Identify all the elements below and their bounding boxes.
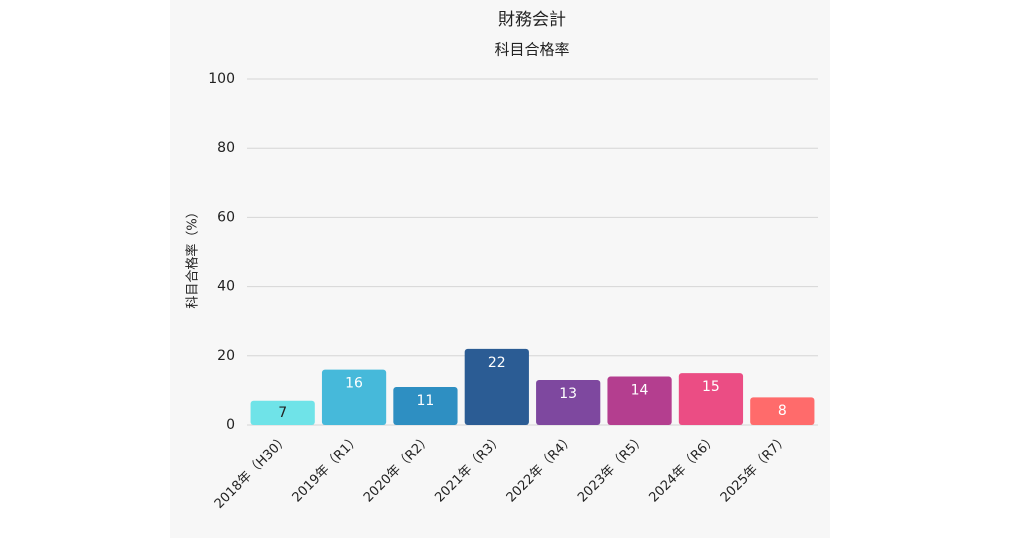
y-tick-label: 60 [217,209,235,225]
chart-background [170,0,830,538]
bar [250,400,315,425]
value-label: 13 [559,386,577,402]
chart-title: 財務会計 [498,10,566,30]
bar [750,397,815,425]
y-tick-label: 80 [217,140,235,156]
value-label: 16 [345,376,363,392]
value-label: 15 [702,379,720,395]
value-label: 7 [278,405,287,421]
bar [536,380,601,425]
y-tick-label: 0 [226,417,235,433]
value-label: 14 [631,383,649,399]
y-axis-label: 科目合格率（%） [185,205,201,308]
bar [464,348,529,425]
value-label: 8 [778,403,787,419]
bar [393,386,458,425]
bar [607,376,672,425]
y-tick-label: 40 [217,279,235,295]
y-tick-label: 100 [208,71,235,87]
chart-subtitle: 科目合格率 [494,41,569,59]
bar [678,373,744,425]
bar [321,369,387,425]
value-label: 22 [488,355,506,371]
value-label: 11 [417,393,435,409]
y-tick-label: 20 [217,348,235,364]
